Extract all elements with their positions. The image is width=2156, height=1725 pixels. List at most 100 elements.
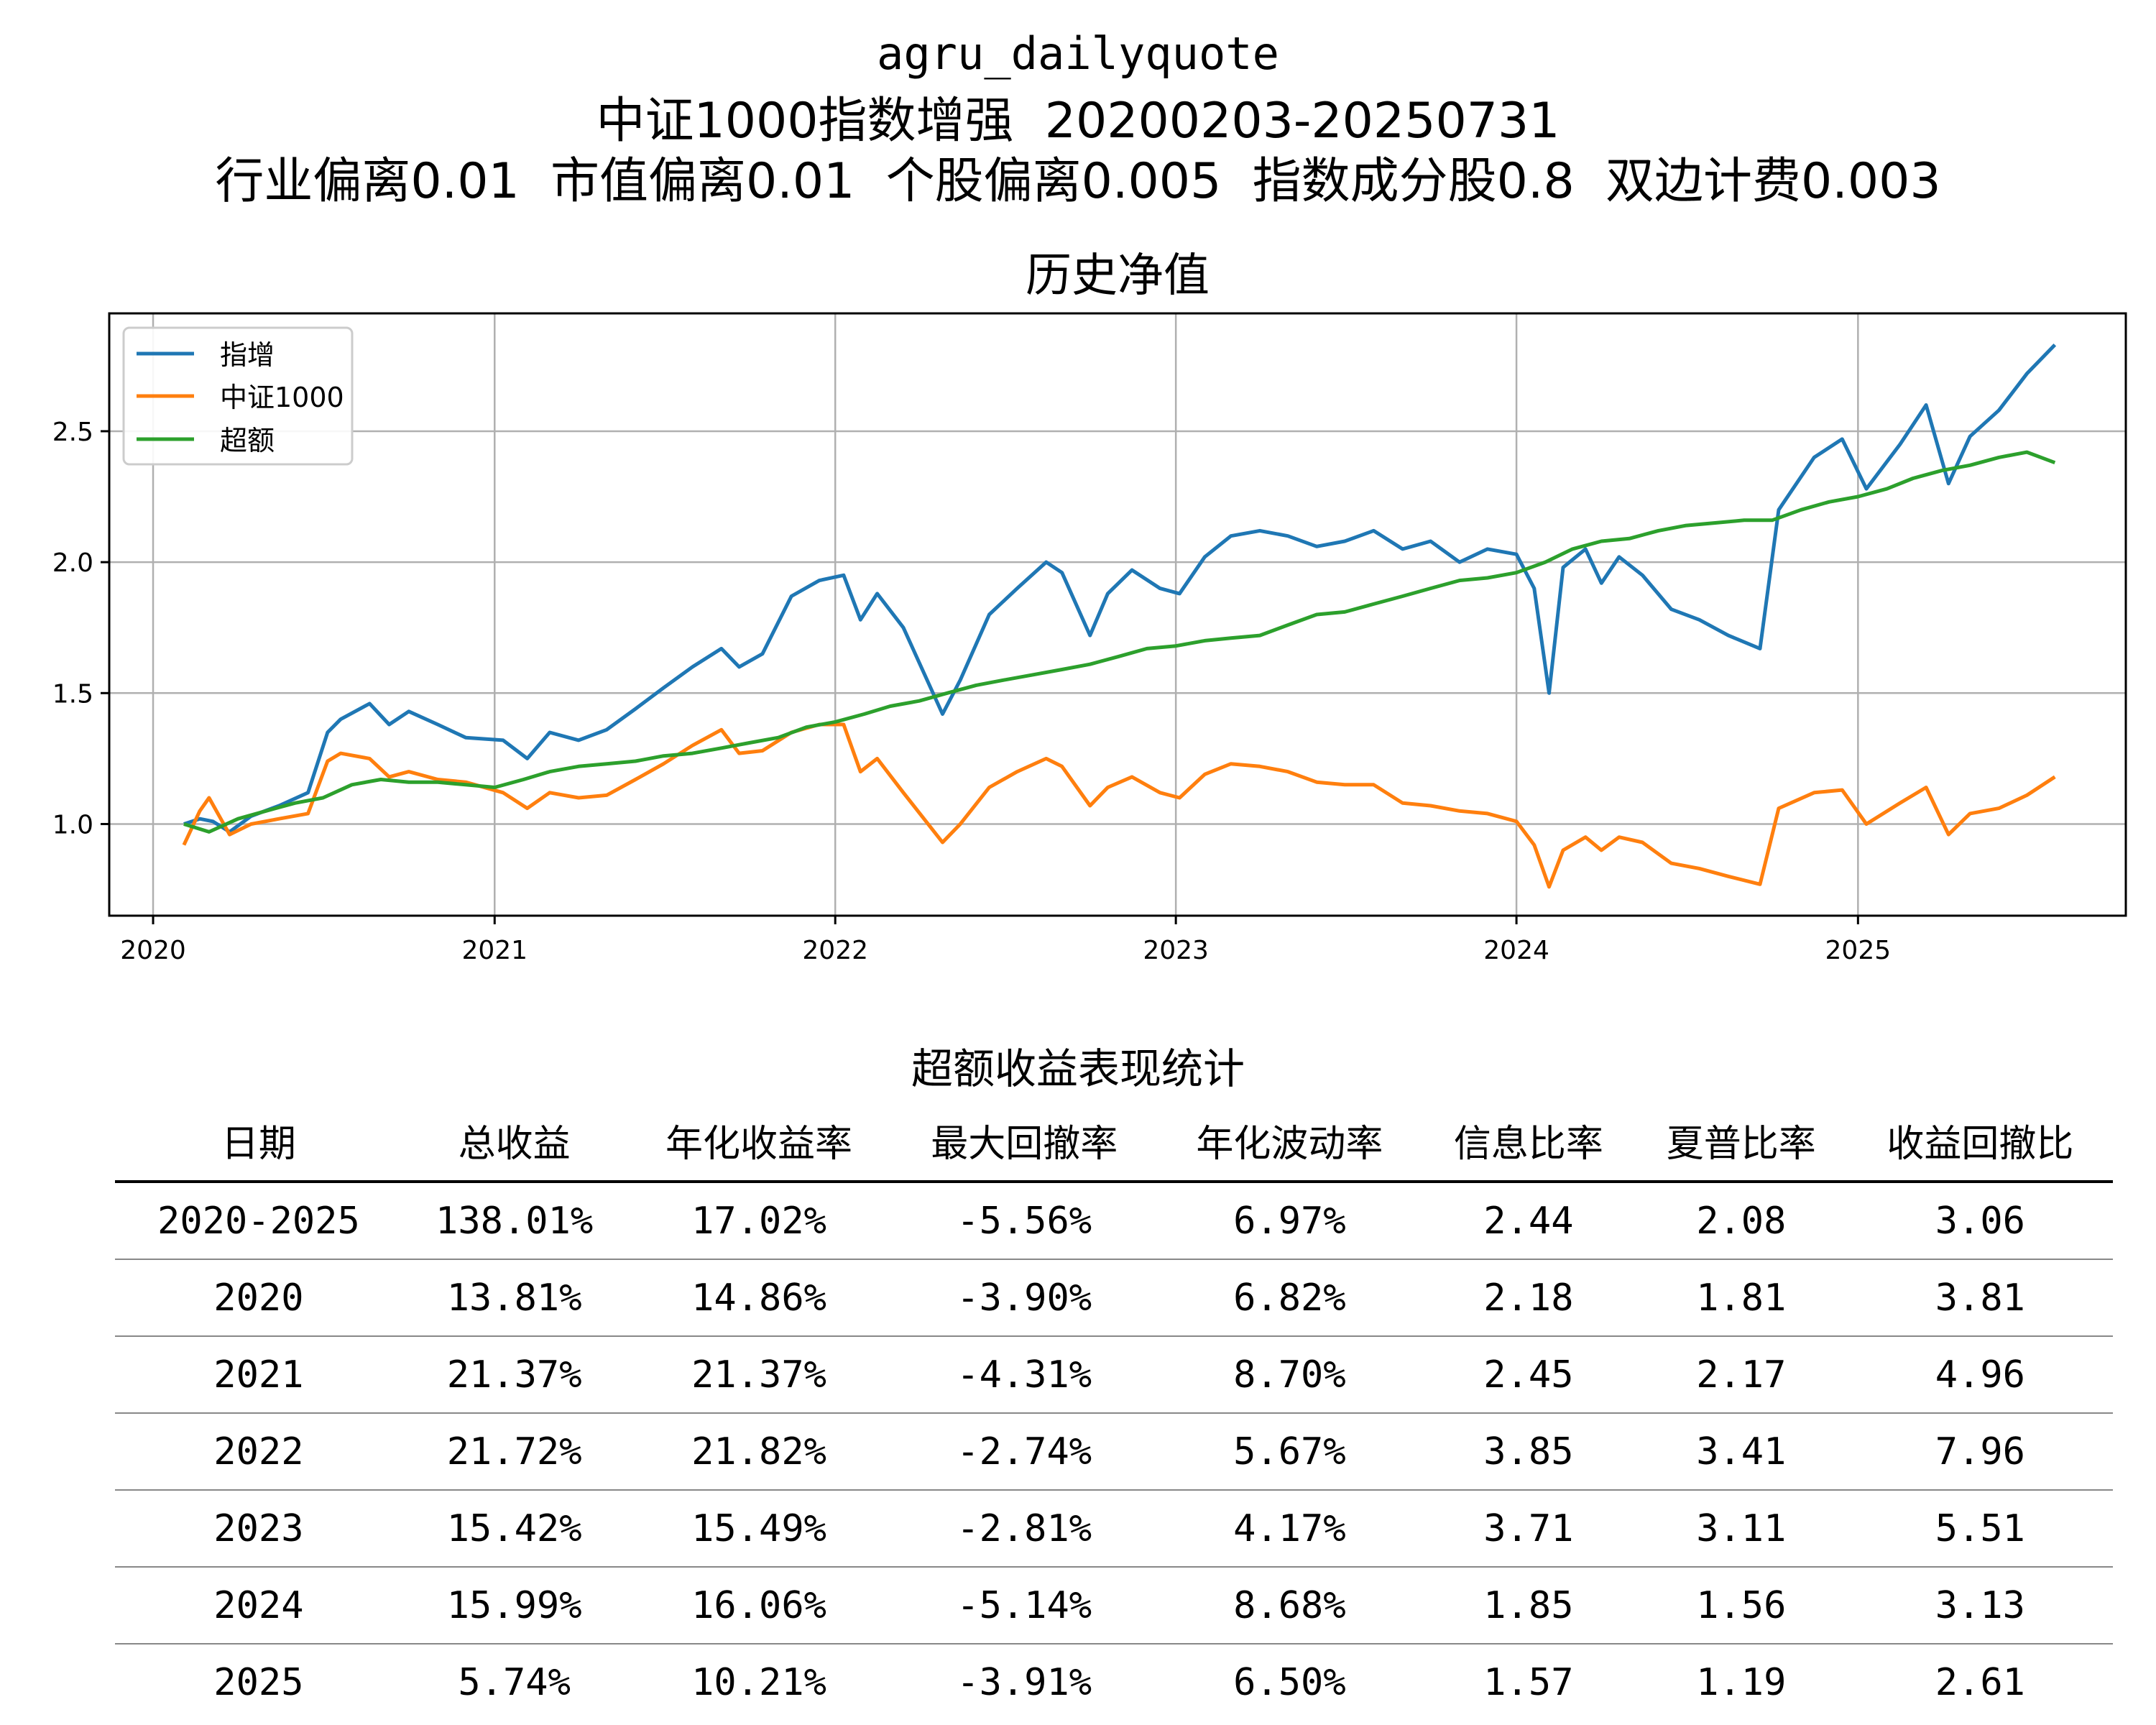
table-cell: -4.31%: [891, 1336, 1157, 1414]
y-tick-label: 2.0: [52, 548, 93, 578]
table-row: 2023 15.42% 15.49% -2.81% 4.17% 3.71 3.1…: [115, 1490, 2113, 1568]
table-cell: 21.72%: [402, 1413, 627, 1491]
chart-grid: [109, 313, 2126, 916]
chart-ticks: 2020 2021 2022 2023 2024 2025 1.0 1.5 2.0 2.5: [52, 418, 1891, 965]
table-cell: 13.81%: [402, 1259, 627, 1337]
table-cell: 1.19: [1696, 1660, 1787, 1704]
col-header-info-ratio: 信息比率: [1422, 1100, 1635, 1183]
table-cell: 3.81: [1847, 1259, 2113, 1337]
legend-label-excess: 超额: [220, 425, 275, 456]
legend-label-csi1000: 中证1000: [220, 382, 344, 413]
col-header-annual-return: 年化收益率: [626, 1100, 892, 1183]
table-row: 2020-2025 138.01% 17.02% -5.56% 6.97% 2.…: [115, 1182, 2113, 1260]
table-cell: 8.68%: [1156, 1567, 1422, 1644]
x-tick-label: 2022: [802, 936, 868, 965]
col-header-total-return: 总收益: [402, 1100, 627, 1183]
table-cell: 138.01%: [402, 1182, 627, 1260]
table-cell: 1.57: [1483, 1660, 1574, 1704]
table-cell: 2022: [115, 1413, 402, 1491]
stats-table: 日期 总收益 年化收益率 最大回撤率 年化波动率 信息比率 夏普比率 收益回撤比…: [115, 1100, 2113, 1720]
x-tick-label: 2020: [120, 936, 186, 965]
series-line-zhizeng: [183, 343, 2057, 834]
series-line-csi1000: [182, 722, 2056, 889]
table-cell: 5.51: [1847, 1490, 2113, 1568]
table-cell: 6.82%: [1156, 1259, 1422, 1337]
plot-frame: [108, 312, 2127, 917]
legend-label-zhizeng: 指增: [220, 339, 275, 371]
series-line-excess: [183, 450, 2056, 834]
table-cell: 3.06: [1847, 1182, 2113, 1260]
col-header-sharpe-ratio: 夏普比率: [1634, 1100, 1848, 1183]
table-cell: 5.74%: [458, 1660, 571, 1704]
table-cell: 3.85: [1422, 1413, 1635, 1491]
x-tick-label: 2023: [1143, 936, 1209, 965]
table-cell: 15.49%: [626, 1490, 892, 1568]
table-cell: 6.50%: [1233, 1660, 1346, 1704]
table-cell: 2.61: [1935, 1660, 2025, 1704]
table-cell: 15.42%: [402, 1490, 627, 1568]
table-cell: 3.13: [1847, 1567, 2113, 1644]
table-cell: 1.56: [1634, 1567, 1848, 1644]
table-cell: 4.96: [1847, 1336, 2113, 1414]
table-cell: 5.67%: [1156, 1413, 1422, 1491]
table-cell: -5.14%: [891, 1567, 1157, 1644]
table-row: 2025 5.74% 10.21% -3.91% 6.50% 1.57 1.19…: [115, 1644, 2113, 1720]
table-cell: 2.17: [1634, 1336, 1848, 1414]
table-row: 2022 21.72% 21.82% -2.74% 5.67% 3.85 3.4…: [115, 1413, 2113, 1491]
col-header-max-drawdown: 最大回撤率: [891, 1100, 1157, 1183]
chart-legend: 指增 中证1000 超额: [122, 326, 354, 466]
table-cell: -3.91%: [957, 1660, 1092, 1704]
col-header-annual-volatility: 年化波动率: [1156, 1100, 1422, 1183]
chart-lines: [182, 343, 2057, 889]
table-cell: 3.11: [1634, 1490, 1848, 1568]
table-cell: 1.81: [1634, 1259, 1848, 1337]
table-cell: 2025: [213, 1660, 304, 1704]
y-tick-label: 2.5: [52, 418, 93, 447]
table-cell: 2.45: [1422, 1336, 1635, 1414]
table-cell: 14.86%: [626, 1259, 892, 1337]
table-cell: 4.17%: [1156, 1490, 1422, 1568]
table-header-row: 日期 总收益 年化收益率 最大回撤率 年化波动率 信息比率 夏普比率 收益回撤比: [115, 1100, 2113, 1183]
table-cell: 3.41: [1634, 1413, 1848, 1491]
x-tick-label: 2021: [461, 936, 528, 965]
legend-box: [122, 326, 354, 466]
table-cell: 3.71: [1422, 1490, 1635, 1568]
table-title: 超额收益表现统计: [911, 1044, 1245, 1093]
table-cell: -3.90%: [891, 1259, 1157, 1337]
table-cell: 15.99%: [402, 1567, 627, 1644]
table-cell: 8.70%: [1156, 1336, 1422, 1414]
nav-chart: 历史净值 2020 2021 2022 2023 2024 2025 1.0 1.5 2.0 2.…: [52, 249, 2127, 965]
table-cell: -2.81%: [891, 1490, 1157, 1568]
table-cell: 2020: [115, 1259, 402, 1337]
x-tick-label: 2024: [1483, 936, 1549, 965]
header-line-1: agru_dailyquote: [877, 27, 1279, 80]
header-line-3: 行业偏离0.01 市值偏离0.01 个股偏离0.005 指数成分股0.8 双边计…: [215, 153, 1941, 210]
table-cell: -5.56%: [891, 1182, 1157, 1260]
table-cell: 6.97%: [1156, 1182, 1422, 1260]
table-row: 2021 21.37% 21.37% -4.31% 8.70% 2.45 2.1…: [115, 1336, 2113, 1414]
header-line-2: 中证1000指数增强 20200203-20250731: [596, 93, 1560, 150]
chart-title: 历史净值: [1026, 249, 1210, 303]
table-cell: 2020-2025: [115, 1182, 402, 1260]
table-cell: 17.02%: [626, 1182, 892, 1260]
table-row: 2020 13.81% 14.86% -3.90% 6.82% 2.18 1.8…: [115, 1259, 2113, 1337]
table-cell: 21.37%: [402, 1336, 627, 1414]
table-cell: 2024: [115, 1567, 402, 1644]
table-cell: 21.37%: [626, 1336, 892, 1414]
table-cell: 7.96: [1847, 1413, 2113, 1491]
table-cell: 2021: [115, 1336, 402, 1414]
table-cell: 1.85: [1422, 1567, 1635, 1644]
x-tick-label: 2025: [1825, 936, 1892, 965]
col-header-return-drawdown: 收益回撤比: [1847, 1100, 2113, 1183]
table-cell: 2023: [115, 1490, 402, 1568]
table-cell: 21.82%: [626, 1413, 892, 1491]
table-cell: 16.06%: [626, 1567, 892, 1644]
table-cell: 10.21%: [691, 1660, 826, 1704]
table-row: 2024 15.99% 16.06% -5.14% 8.68% 1.85 1.5…: [115, 1567, 2113, 1644]
y-tick-label: 1.0: [52, 810, 93, 840]
table-cell: 2.08: [1634, 1182, 1848, 1260]
table-cell: 2.18: [1422, 1259, 1635, 1337]
col-header-date: 日期: [115, 1100, 402, 1183]
table-cell: 2.44: [1422, 1182, 1635, 1260]
y-tick-label: 1.5: [52, 679, 93, 709]
